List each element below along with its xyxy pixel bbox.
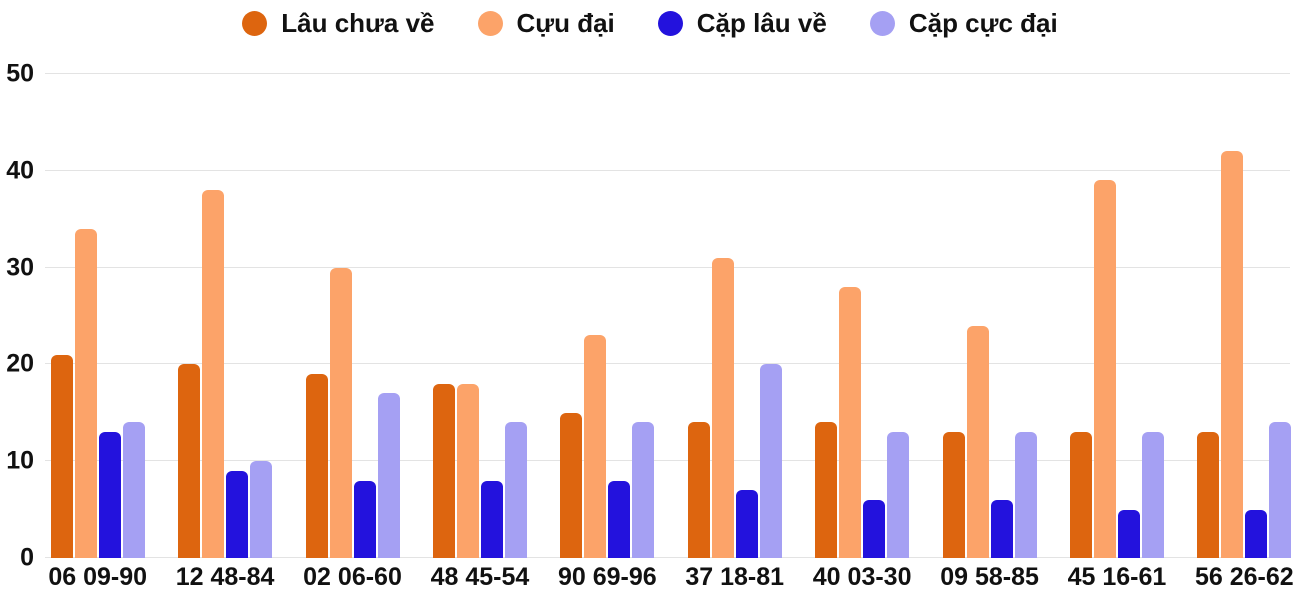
bar-series2-cat3 [480, 480, 503, 558]
legend-circle-icon [657, 11, 683, 36]
bar-series1-cat7 [966, 325, 989, 558]
x-tick-label: 02 06-60 [303, 563, 402, 591]
bar-series0-cat5 [687, 422, 710, 558]
bar-series2-cat5 [735, 490, 758, 558]
bar-series3-cat1 [250, 461, 273, 558]
gridline [45, 266, 1290, 268]
bar-series2-cat6 [863, 499, 886, 558]
bar-series3-cat5 [759, 364, 782, 558]
x-tick-label: 90 69-96 [557, 563, 657, 591]
bar-group-1 [161, 74, 288, 558]
bar-series1-cat2 [329, 267, 352, 558]
bar-series3-cat2 [377, 393, 400, 558]
legend-item-0[interactable]: Lâu chưa về [242, 8, 435, 39]
y-tick-label: 30 [6, 253, 34, 282]
bar-series2-cat2 [353, 480, 376, 558]
bar-group-2 [289, 74, 416, 558]
legend-label: Cặp lâu về [696, 8, 827, 38]
y-tick-label: 40 [6, 156, 34, 185]
legend-circle-icon [242, 11, 268, 36]
bar-group-6 [798, 74, 925, 558]
gridline [45, 557, 1290, 558]
bar-group-3 [416, 74, 543, 558]
gridlines [45, 73, 1290, 558]
bar-series1-cat3 [456, 383, 479, 558]
bar-series0-cat8 [1069, 432, 1092, 558]
legend-circle-icon [869, 11, 895, 36]
bar-series1-cat1 [202, 190, 225, 558]
x-tick-label: 12 48-84 [175, 563, 275, 591]
x-tick-label: 48 45-54 [430, 563, 530, 591]
legend-label: Lâu chưa về [281, 8, 435, 38]
bar-groups [34, 74, 1300, 558]
y-axis: 0 10 20 30 40 50 [0, 61, 34, 570]
bar-series0-cat0 [50, 354, 73, 558]
y-tick-label: 20 [6, 349, 34, 378]
x-tick-label: 09 58-85 [940, 563, 1039, 591]
bar-group-5 [671, 74, 798, 558]
bar-series0-cat7 [942, 432, 965, 558]
y-tick-label: 10 [6, 446, 34, 475]
x-axis: 06 09-90 12 48-84 02 06-60 48 45-54 90 69-96… [34, 561, 1300, 593]
bar-group-7 [926, 74, 1053, 558]
bar-series0-cat2 [305, 374, 328, 558]
legend-label: Cặp cực đại [908, 8, 1058, 38]
legend: Lâu chưa về Cựu đại Cặp lâu về Cặp cực đại [0, 8, 1300, 39]
bar-series2-cat7 [990, 499, 1013, 558]
bar-series3-cat4 [632, 422, 655, 558]
bar-series1-cat4 [584, 335, 607, 558]
bar-series1-cat5 [711, 257, 734, 558]
bar-series2-cat1 [226, 470, 249, 558]
gridline [45, 169, 1290, 171]
bar-series2-cat4 [608, 480, 631, 558]
x-tick-label: 40 03-30 [812, 563, 912, 591]
gridline [45, 460, 1290, 462]
bar-series1-cat0 [74, 228, 97, 558]
bar-group-0 [34, 74, 161, 558]
bar-series0-cat6 [815, 422, 838, 558]
bar-series3-cat0 [122, 422, 145, 558]
y-tick-label: 50 [6, 59, 34, 88]
bar-series3-cat8 [1141, 432, 1164, 558]
legend-item-3[interactable]: Cặp cực đại [869, 8, 1058, 39]
gridline [45, 363, 1290, 365]
bar-group-8 [1053, 74, 1180, 558]
y-tick-label: 0 [20, 543, 34, 572]
legend-circle-icon [477, 11, 503, 36]
bar-series3-cat9 [1269, 422, 1292, 558]
x-tick-label: 06 09-90 [48, 563, 148, 591]
bar-group-4 [544, 74, 671, 558]
legend-item-2[interactable]: Cặp lâu về [657, 8, 827, 39]
legend-label: Cựu đại [516, 8, 615, 38]
x-tick-label: 37 18-81 [685, 563, 785, 591]
bar-series1-cat8 [1093, 180, 1116, 558]
bar-series0-cat9 [1197, 432, 1220, 558]
bar-group-9 [1181, 74, 1300, 558]
bar-series2-cat9 [1245, 509, 1268, 558]
bar-series2-cat0 [98, 432, 121, 558]
legend-item-1[interactable]: Cựu đại [477, 8, 615, 39]
bar-series3-cat6 [887, 432, 910, 558]
x-tick-label: 45 16-61 [1067, 563, 1167, 591]
bar-series1-cat9 [1221, 151, 1244, 558]
bar-series2-cat8 [1117, 509, 1140, 558]
x-tick-label: 56 26-62 [1195, 563, 1294, 591]
bar-series3-cat3 [504, 422, 527, 558]
bar-series1-cat6 [839, 286, 862, 558]
bar-series3-cat7 [1014, 432, 1037, 558]
gridline [45, 73, 1290, 74]
bar-series0-cat1 [178, 364, 201, 558]
bar-series0-cat4 [560, 412, 583, 558]
bar-series0-cat3 [432, 383, 455, 558]
